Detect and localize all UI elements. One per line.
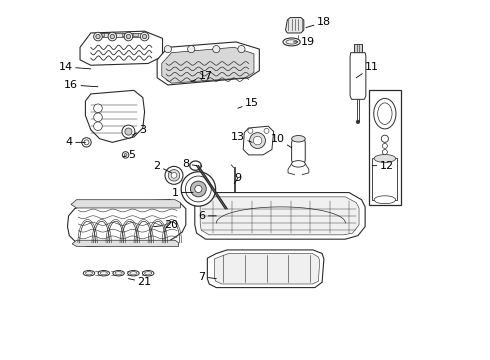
Text: 4: 4	[66, 138, 85, 147]
Circle shape	[238, 45, 245, 53]
Text: 10: 10	[270, 134, 292, 148]
Ellipse shape	[98, 271, 110, 276]
Circle shape	[213, 45, 220, 53]
Circle shape	[382, 149, 388, 154]
Text: 20: 20	[153, 220, 178, 230]
Ellipse shape	[130, 272, 137, 275]
Polygon shape	[207, 250, 324, 288]
Polygon shape	[80, 31, 163, 65]
Polygon shape	[286, 18, 304, 33]
Circle shape	[171, 172, 177, 178]
Circle shape	[356, 120, 360, 124]
Text: 17: 17	[191, 71, 213, 81]
Circle shape	[382, 143, 388, 148]
Ellipse shape	[374, 98, 396, 129]
Polygon shape	[368, 90, 401, 205]
Circle shape	[381, 135, 389, 142]
Polygon shape	[68, 200, 186, 246]
Circle shape	[164, 45, 171, 53]
Text: 21: 21	[128, 277, 151, 287]
Circle shape	[248, 129, 253, 134]
Circle shape	[168, 170, 180, 181]
Polygon shape	[133, 33, 139, 36]
Ellipse shape	[85, 272, 93, 275]
Ellipse shape	[374, 154, 395, 162]
Circle shape	[94, 104, 102, 113]
Ellipse shape	[374, 196, 395, 204]
Circle shape	[96, 35, 100, 39]
Polygon shape	[72, 240, 179, 246]
Polygon shape	[98, 33, 104, 36]
Ellipse shape	[286, 40, 297, 44]
Ellipse shape	[292, 161, 305, 167]
Circle shape	[108, 32, 117, 41]
Text: 16: 16	[64, 80, 98, 90]
Ellipse shape	[283, 38, 300, 46]
Polygon shape	[109, 33, 115, 36]
Polygon shape	[85, 90, 145, 142]
Text: 6: 6	[198, 211, 216, 221]
Circle shape	[186, 176, 211, 202]
Circle shape	[253, 136, 262, 145]
Polygon shape	[215, 253, 319, 284]
Circle shape	[82, 138, 91, 147]
Circle shape	[140, 32, 149, 41]
Ellipse shape	[378, 103, 392, 125]
Text: 14: 14	[59, 62, 91, 72]
Text: 1: 1	[172, 188, 193, 198]
Polygon shape	[292, 139, 305, 164]
Text: 18: 18	[306, 17, 331, 28]
Circle shape	[122, 152, 129, 158]
Circle shape	[122, 125, 135, 138]
Polygon shape	[372, 158, 397, 200]
Circle shape	[84, 140, 89, 145]
Text: 5: 5	[123, 150, 135, 160]
Ellipse shape	[83, 271, 95, 276]
Ellipse shape	[127, 271, 139, 276]
Circle shape	[94, 113, 102, 122]
Circle shape	[165, 166, 183, 184]
Text: 19: 19	[294, 37, 315, 47]
Circle shape	[181, 172, 216, 206]
Polygon shape	[350, 53, 366, 99]
Polygon shape	[96, 33, 141, 37]
Ellipse shape	[113, 271, 124, 276]
Circle shape	[195, 185, 202, 193]
Circle shape	[143, 35, 147, 39]
Text: 11: 11	[356, 62, 379, 78]
Polygon shape	[195, 193, 365, 239]
Circle shape	[250, 133, 266, 148]
Circle shape	[94, 122, 102, 131]
Polygon shape	[71, 200, 180, 208]
Circle shape	[124, 32, 133, 41]
Text: 9: 9	[234, 173, 242, 184]
Circle shape	[126, 35, 131, 39]
Circle shape	[125, 128, 132, 135]
Polygon shape	[157, 42, 259, 85]
Circle shape	[264, 129, 269, 134]
Circle shape	[188, 45, 195, 53]
Polygon shape	[122, 33, 128, 36]
Polygon shape	[243, 126, 274, 155]
Circle shape	[191, 181, 206, 197]
Ellipse shape	[100, 272, 107, 275]
Text: 2: 2	[153, 161, 172, 173]
Circle shape	[94, 32, 102, 41]
Polygon shape	[200, 197, 359, 235]
Text: 3: 3	[132, 125, 146, 135]
Ellipse shape	[143, 271, 154, 276]
Text: 13: 13	[231, 132, 252, 142]
Circle shape	[110, 35, 115, 39]
Text: 7: 7	[198, 272, 216, 282]
Text: 15: 15	[238, 98, 259, 108]
Ellipse shape	[145, 272, 152, 275]
Ellipse shape	[115, 272, 122, 275]
Polygon shape	[354, 44, 362, 53]
Ellipse shape	[292, 135, 305, 142]
Text: 8: 8	[182, 159, 196, 169]
Circle shape	[124, 153, 127, 156]
Polygon shape	[162, 47, 254, 83]
Text: 12: 12	[372, 161, 393, 171]
